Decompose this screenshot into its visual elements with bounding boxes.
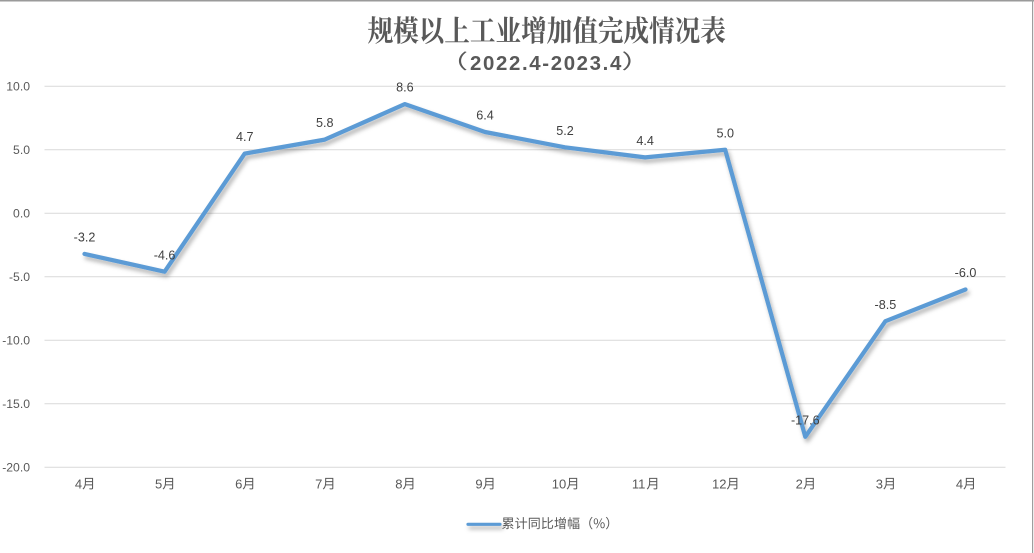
svg-text:0.0: 0.0 [13, 207, 30, 221]
svg-text:10: 10 [552, 476, 566, 491]
svg-text:6: 6 [235, 476, 242, 491]
svg-text:4: 4 [75, 476, 82, 491]
svg-text:6.4: 6.4 [476, 109, 494, 123]
svg-text:-6.0: -6.0 [955, 266, 977, 280]
svg-text:2: 2 [796, 476, 803, 491]
svg-text:4.7: 4.7 [236, 130, 254, 144]
svg-text:5.2: 5.2 [556, 124, 574, 138]
svg-text:11: 11 [632, 476, 646, 491]
svg-text:-5.0: -5.0 [9, 270, 30, 284]
svg-text:12: 12 [712, 476, 726, 491]
svg-text:7: 7 [315, 476, 322, 491]
svg-text:5.0: 5.0 [13, 143, 30, 157]
svg-text:2022.4-2023.4: 2022.4-2023.4 [470, 53, 623, 75]
svg-text:9: 9 [475, 476, 482, 491]
svg-text:-8.5: -8.5 [875, 298, 897, 312]
svg-text:5: 5 [155, 476, 162, 491]
svg-text:-17.6: -17.6 [791, 413, 820, 427]
svg-text:-15.0: -15.0 [2, 397, 30, 411]
svg-text:8.6: 8.6 [396, 81, 414, 95]
svg-text:8: 8 [395, 476, 402, 491]
svg-text:-3.2: -3.2 [74, 231, 96, 245]
svg-text:-20.0: -20.0 [2, 461, 30, 475]
svg-text:-10.0: -10.0 [2, 334, 30, 348]
svg-text:10.0: 10.0 [6, 80, 30, 94]
svg-text:3: 3 [876, 476, 883, 491]
svg-text:5.8: 5.8 [316, 116, 334, 130]
svg-text:5.0: 5.0 [716, 126, 734, 140]
svg-text:-4.6: -4.6 [154, 248, 176, 262]
svg-text:4.4: 4.4 [636, 134, 654, 148]
svg-text:4: 4 [956, 476, 963, 491]
